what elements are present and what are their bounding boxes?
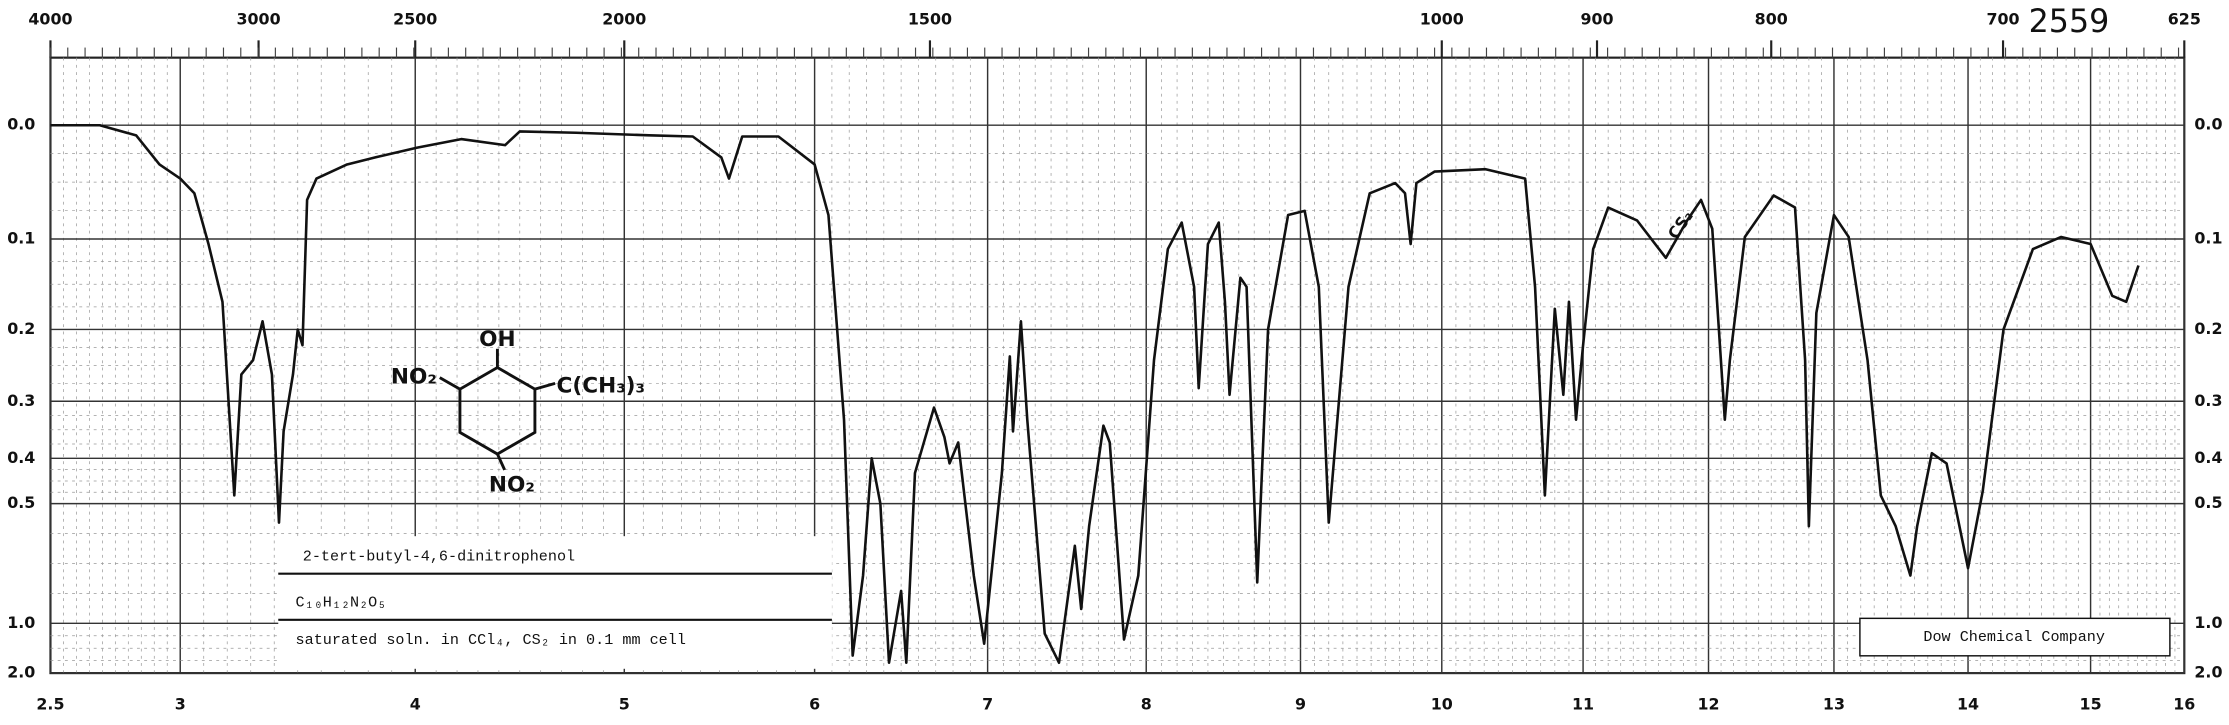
x-tick-label: 15 — [2080, 694, 2102, 713]
x-tick-label: 6 — [809, 694, 820, 713]
bond — [496, 453, 506, 471]
bond — [534, 382, 556, 391]
info-box — [278, 536, 832, 669]
y-tick-label: 0.1 — [7, 229, 35, 248]
x-tick-label: 4 — [410, 694, 421, 713]
y-tick-label-right: 0.4 — [2194, 448, 2222, 467]
x2-tick-label: 2500 — [393, 10, 437, 29]
y-tick-label: 0.2 — [7, 319, 35, 338]
x-tick-label: 2.5 — [36, 694, 64, 713]
y-tick-label-right: 0.2 — [2194, 319, 2222, 338]
structure-label: OH — [479, 327, 515, 352]
x-tick-label: 16 — [2173, 694, 2195, 713]
y-tick-label-right: 0.0 — [2194, 115, 2222, 134]
x2-tick-label: 1500 — [908, 10, 952, 29]
marks — [50, 123, 2140, 665]
bond — [439, 376, 461, 391]
y-tick-label-right: 0.3 — [2194, 391, 2222, 410]
y-tick-label: 0.3 — [7, 391, 35, 410]
x2-tick-label: 2000 — [602, 10, 646, 29]
x-tick-label: 12 — [1697, 694, 1719, 713]
y-tick-label-right: 0.1 — [2194, 229, 2222, 248]
source: Dow Chemical Company — [1923, 628, 2105, 646]
x2-tick-label: 625 — [2168, 10, 2201, 29]
y-tick-label: 2.0 — [7, 663, 35, 682]
y-tick-label: 0.5 — [7, 493, 35, 512]
y-tick-label: 1.0 — [7, 613, 35, 632]
spectrum-line — [50, 123, 2140, 665]
y-tick-label: 0.4 — [7, 448, 35, 467]
structure-label: NO₂ — [489, 473, 535, 498]
x-tick-label: 8 — [1141, 694, 1152, 713]
x-tick-label: 5 — [619, 694, 630, 713]
x2-tick-label: 1000 — [1420, 10, 1464, 29]
x2-tick-label: 700 — [1987, 10, 2020, 29]
conditions: saturated soln. in CCl₄, CS₂ in 0.1 mm c… — [296, 631, 686, 649]
y-tick-label-right: 1.0 — [2194, 613, 2222, 632]
catalog-number: 2559 — [2029, 4, 2110, 40]
x2-tick-label: 800 — [1755, 10, 1788, 29]
compound-name: 2-tert-butyl-4,6-dinitrophenol — [303, 547, 575, 565]
x-tick-label: 11 — [1572, 694, 1594, 713]
x-tick-label: 9 — [1295, 694, 1306, 713]
structure — [439, 348, 556, 471]
structure-label: C(CH₃)₃ — [557, 373, 646, 398]
y-tick-label: 0.0 — [7, 115, 35, 134]
x-tick-label: 14 — [1957, 694, 1979, 713]
x-tick-label: 10 — [1431, 694, 1453, 713]
y-tick-label-right: 2.0 — [2194, 663, 2222, 682]
x2-tick-label: 3000 — [237, 10, 281, 29]
x2-tick-label: 4000 — [28, 10, 72, 29]
formula: C₁₀H₁₂N₂O₅ — [296, 593, 387, 611]
x-tick-label: 7 — [982, 694, 993, 713]
source-box — [1859, 617, 2171, 657]
x-tick-label: 3 — [175, 694, 186, 713]
x2-tick-label: 900 — [1580, 10, 1613, 29]
x-tick-label: 13 — [1823, 694, 1845, 713]
structure-label: NO₂ — [391, 365, 437, 390]
y-tick-label-right: 0.5 — [2194, 493, 2222, 512]
